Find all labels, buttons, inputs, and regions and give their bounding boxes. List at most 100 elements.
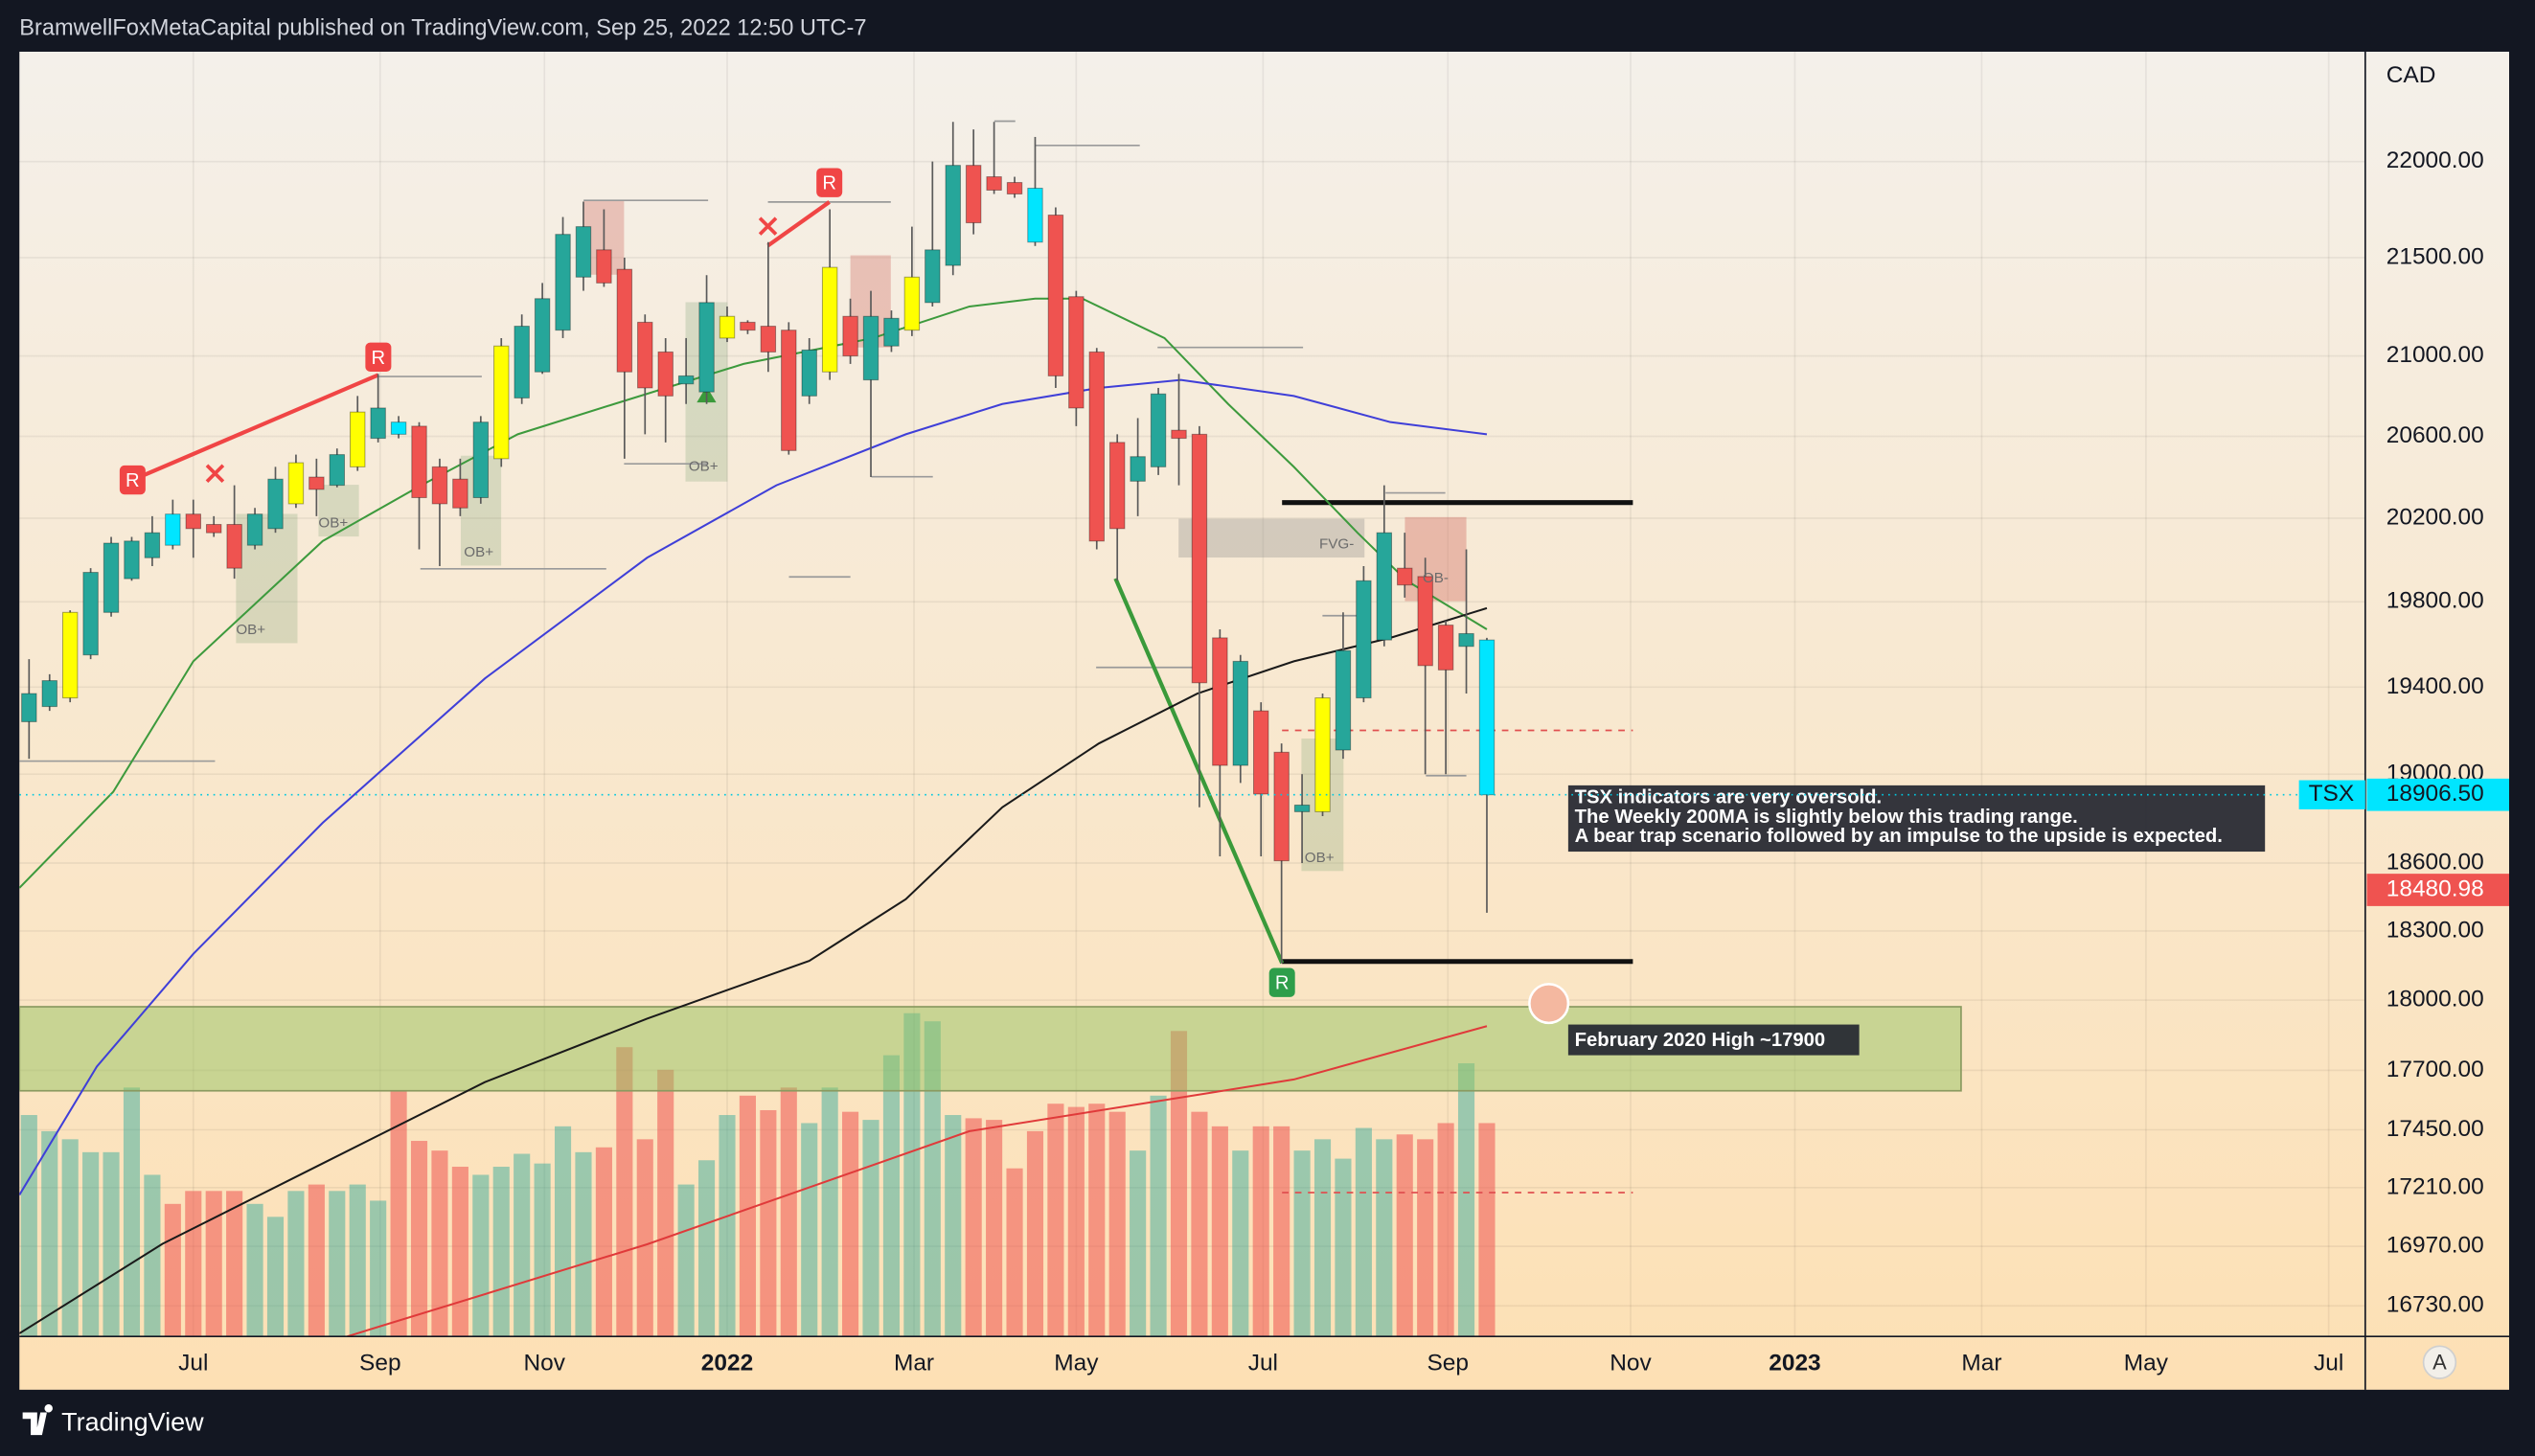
candle-body <box>1130 456 1146 482</box>
signal-badge <box>119 465 146 495</box>
logo <box>22 1404 53 1436</box>
volume-bar <box>924 1021 941 1337</box>
volume-bar <box>1293 1150 1311 1337</box>
candle-body <box>350 411 366 467</box>
volume-bar <box>1273 1126 1290 1337</box>
volume-bar <box>308 1184 325 1337</box>
candle-body <box>1252 710 1269 795</box>
volume-bar <box>1108 1111 1126 1337</box>
candle-body <box>205 524 222 534</box>
volume-bar <box>1191 1111 1208 1337</box>
volume-bar <box>123 1087 141 1337</box>
ob-label: OB+ <box>318 515 348 532</box>
volume-bar <box>1150 1095 1167 1337</box>
x-tick-label: Sep <box>1427 1350 1469 1376</box>
order-block-bear <box>1405 516 1467 602</box>
candle-body <box>165 513 181 546</box>
candle-body <box>103 542 120 613</box>
y-tick-label: 20200.00 <box>2387 504 2484 530</box>
volume-bar <box>780 1087 797 1337</box>
candle-body <box>842 315 858 357</box>
candle-body <box>1458 632 1474 648</box>
volume-bar <box>882 1055 901 1337</box>
last-price-box <box>2366 778 2509 811</box>
candle-body <box>1356 580 1372 699</box>
volume-bar <box>739 1095 756 1337</box>
x-tick-label: May <box>2124 1350 2169 1376</box>
volume-pane <box>20 1012 1496 1337</box>
ma-line <box>19 297 1488 889</box>
candle-body <box>452 478 468 509</box>
volume-bar <box>986 1120 1003 1337</box>
volume-bar <box>82 1151 100 1337</box>
y-tick-label: 16730.00 <box>2387 1292 2484 1318</box>
volume-bar <box>554 1126 572 1337</box>
y-tick-label: 22000.00 <box>2387 148 2484 173</box>
candle-body <box>1108 442 1126 530</box>
volume-bar <box>1006 1168 1023 1337</box>
volume-bar <box>349 1184 366 1337</box>
symbol-label: TSX <box>2309 781 2355 807</box>
signal-label: R <box>372 348 386 369</box>
candle-body <box>1437 625 1454 671</box>
volume-bar <box>410 1141 428 1337</box>
candle-body <box>329 454 346 487</box>
volume-bar <box>698 1160 716 1337</box>
trendline <box>766 200 831 248</box>
volume-bar <box>1088 1103 1106 1337</box>
volume-bar <box>1313 1139 1332 1337</box>
note-line: A bear trap scenario followed by an impu… <box>1575 826 2223 847</box>
volume-bar <box>965 1118 982 1337</box>
volume-bar <box>719 1115 736 1337</box>
volume-bar <box>103 1151 120 1337</box>
y-tick-label: 21000.00 <box>2387 342 2484 368</box>
candle-body <box>124 540 140 580</box>
ma-line <box>19 378 1488 1195</box>
header: BramwellFoxMetaCapital published on Trad… <box>19 16 866 41</box>
candle-body <box>1232 660 1249 766</box>
volume-bar <box>657 1069 674 1337</box>
volume-bar <box>616 1047 633 1337</box>
alert-price-box <box>2366 874 2509 906</box>
range-lines <box>19 120 1467 777</box>
x-tick-label: Sep <box>359 1350 401 1376</box>
candle-body <box>657 351 674 397</box>
candle-body <box>698 302 715 393</box>
labels: OB+ OB+ OB+ OB+ OB+ FVG- OB- R R R R TSX… <box>119 168 2266 1056</box>
candle-body <box>596 249 612 284</box>
x-tick-label: Nov <box>524 1350 566 1376</box>
volume-bar <box>801 1123 818 1337</box>
volume-bar <box>1335 1158 1352 1337</box>
footer-brand: TradingView <box>61 1407 204 1436</box>
circle-marker <box>1528 983 1570 1025</box>
zone-label: February 2020 High ~17900 <box>1575 1030 1826 1051</box>
volume-bar <box>677 1184 695 1337</box>
cross-marker <box>205 216 778 484</box>
ob-label: OB+ <box>464 544 493 560</box>
volume-bar <box>185 1191 202 1337</box>
order-block <box>236 513 298 644</box>
y-tick-label: 18300.00 <box>2387 917 2484 943</box>
volume-bar <box>472 1174 490 1337</box>
x-tick-label: Jul <box>1248 1350 1278 1376</box>
volume-bar <box>492 1167 510 1337</box>
volume-bar <box>431 1150 448 1337</box>
trendline <box>131 373 379 482</box>
candle-body <box>677 375 695 385</box>
ma-line <box>19 606 1488 1334</box>
note-line: TSX indicators are very oversold. <box>1575 787 1883 808</box>
signal-label: R <box>1275 973 1290 994</box>
last-price-label: 18906.50 <box>2387 781 2484 807</box>
volume-bar <box>164 1203 181 1337</box>
scale-button-label[interactable]: A <box>2432 1351 2447 1375</box>
volume-ma-line <box>347 1025 1488 1337</box>
candle-body <box>493 345 510 460</box>
volume-bar <box>266 1217 285 1337</box>
volume-bar <box>1396 1134 1413 1337</box>
x-tick-label: Jul <box>178 1350 208 1376</box>
volume-bar <box>821 1087 838 1337</box>
volume-bar <box>862 1120 879 1337</box>
volume-bar <box>1170 1031 1188 1337</box>
candle-body <box>41 680 57 708</box>
scale-button[interactable] <box>2422 1345 2457 1379</box>
